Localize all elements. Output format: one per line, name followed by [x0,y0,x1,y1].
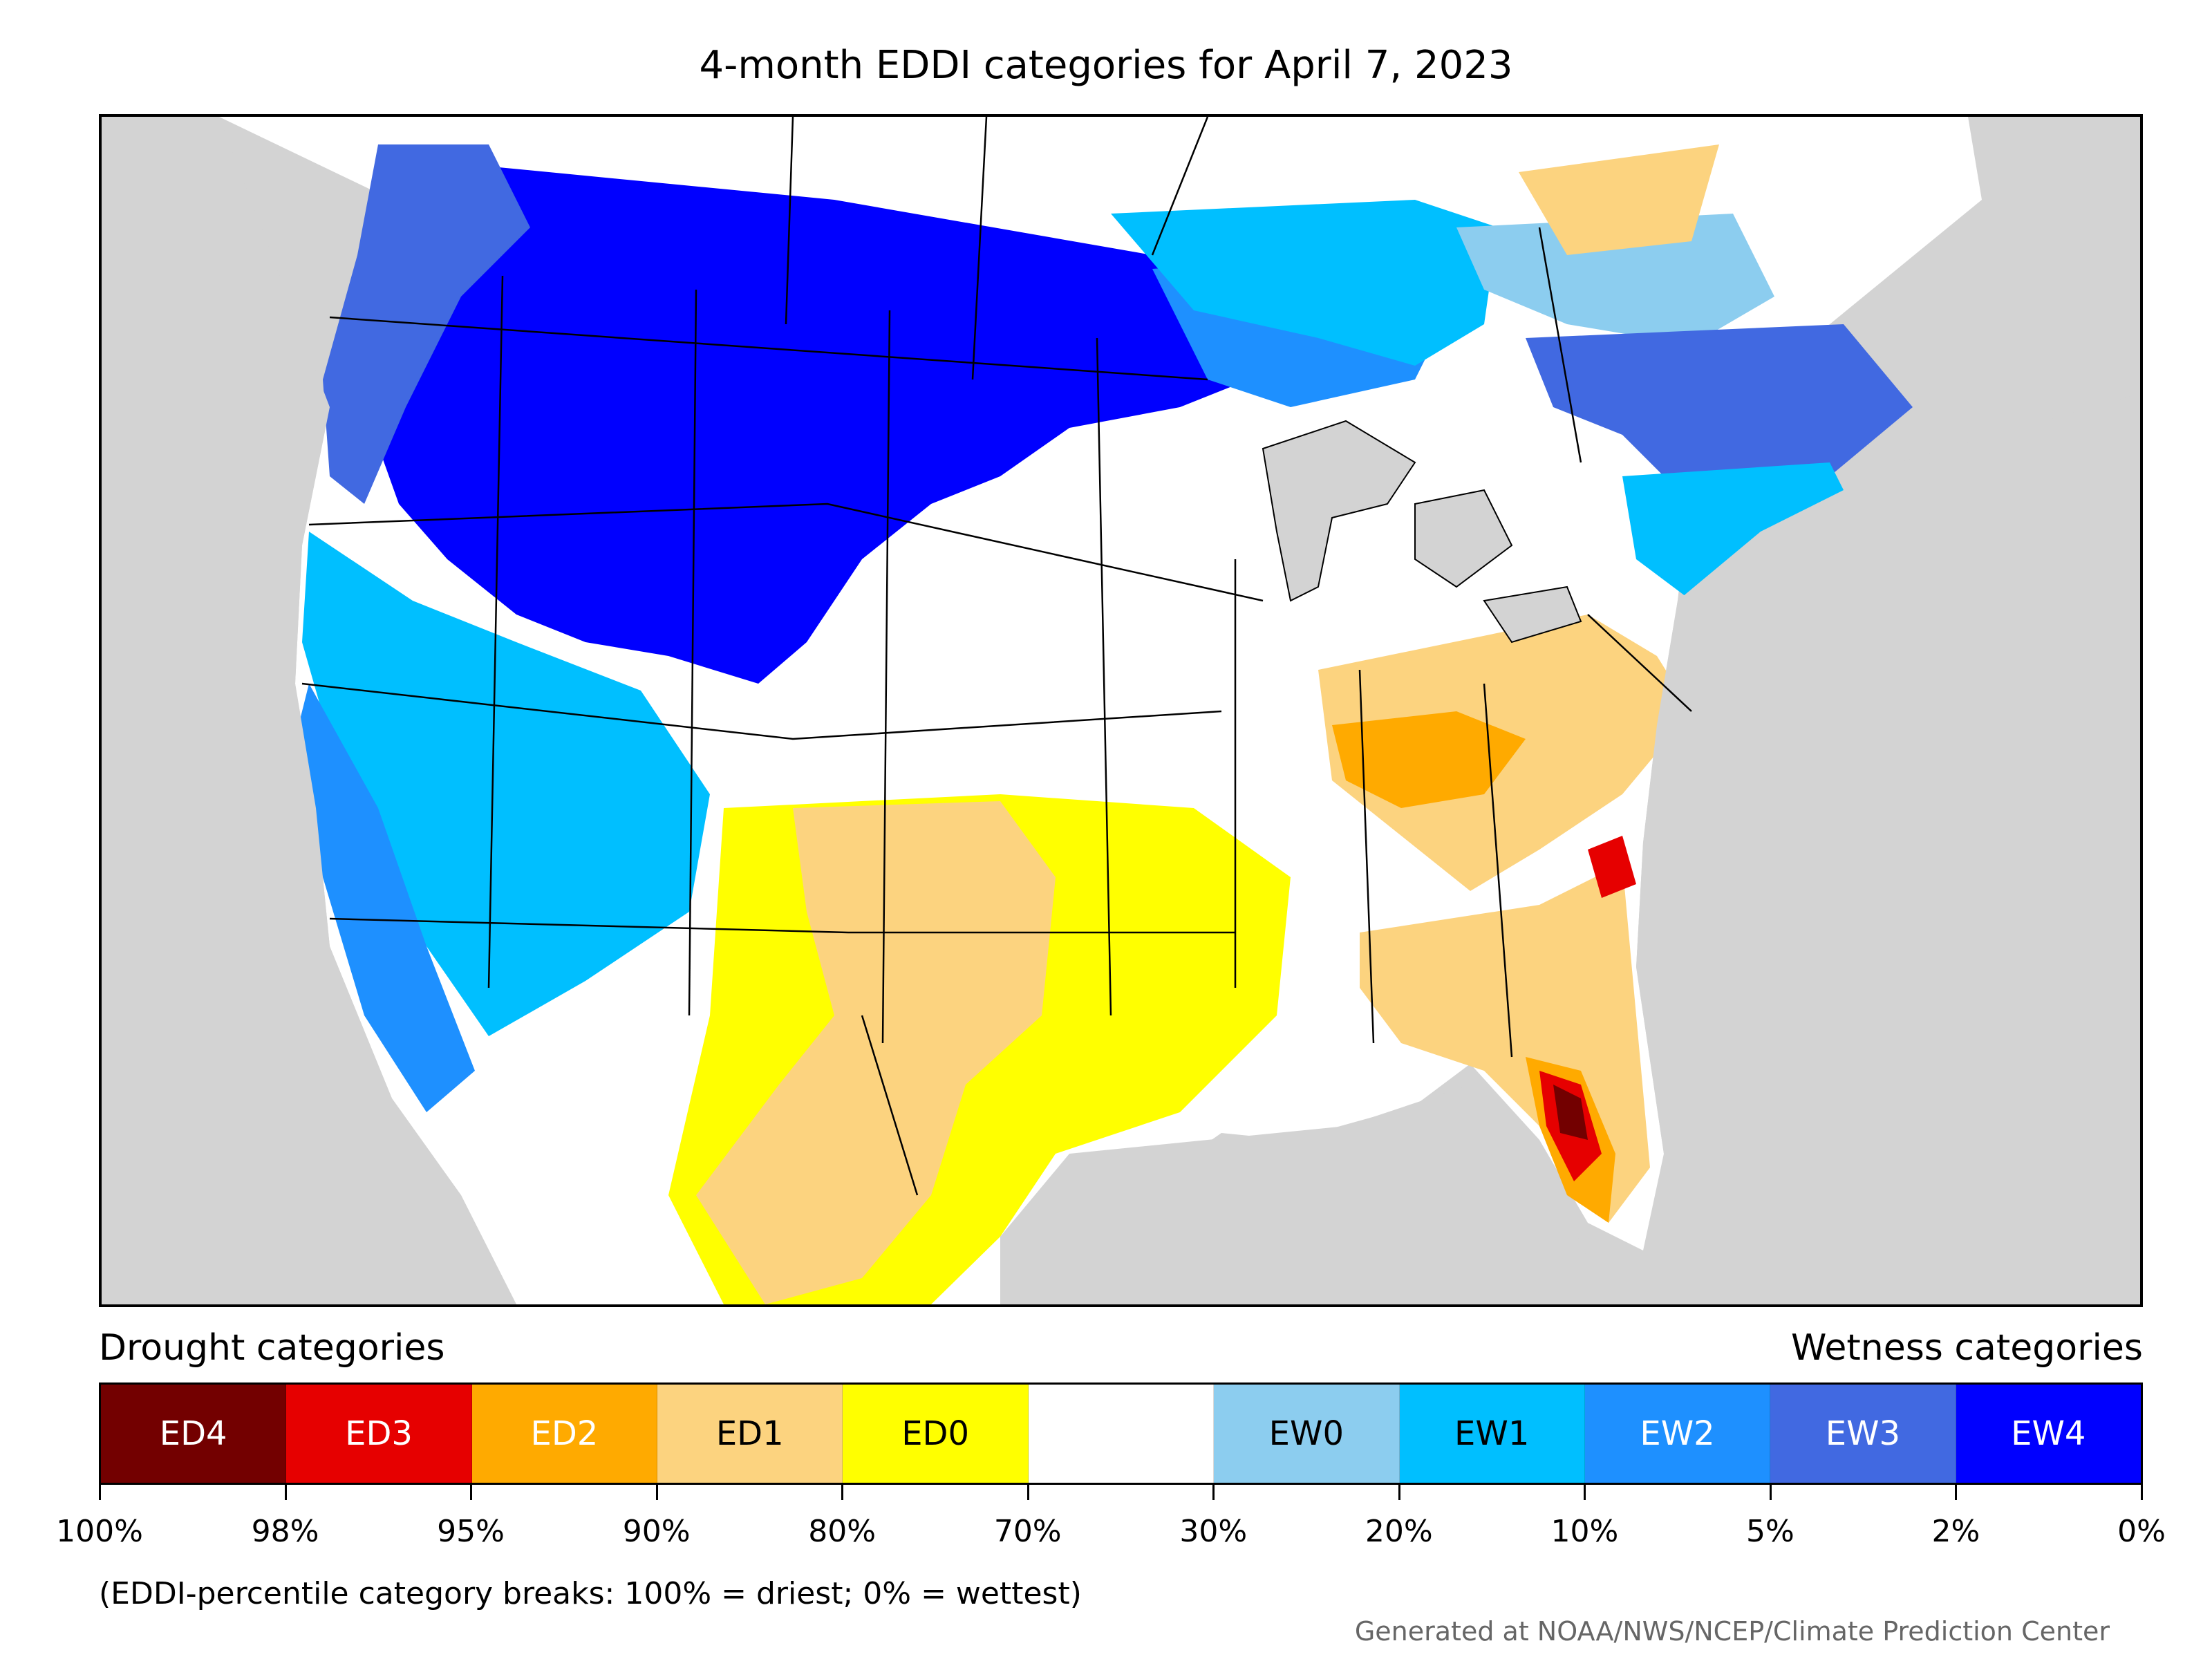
ew1-region-west [302,532,710,1036]
colorbar-tick [284,1485,287,1500]
colorbar-tick-label: 0% [2117,1514,2166,1549]
atlantic-ocean [1636,393,2140,1304]
ed1-region-texas [696,801,1056,1304]
ed4-region-florida [1553,1085,1588,1140]
wetness-heading: Wetness categories [1791,1327,2143,1369]
ew1-region-north [1111,200,1498,366]
colorbar-cell-ew2: EW2 [1584,1385,1771,1483]
colorbar-tick [2141,1485,2143,1500]
colorbar-tick-label: 10% [1550,1514,1619,1549]
colorbar-tick [1398,1485,1400,1500]
colorbar-tick-label: 95% [437,1514,505,1549]
colorbar-cell-ed1: ED1 [657,1385,843,1483]
ed2-region-ohio-valley [1332,711,1526,808]
colorbar-tick-label: 30% [1179,1514,1248,1549]
eddi-map [99,114,2143,1307]
colorbar-cell-ed3: ED3 [286,1385,472,1483]
ed1-region-quebec [1519,144,1719,255]
colorbar-ticks [99,1485,2143,1506]
colorbar-tick-label: 20% [1365,1514,1433,1549]
colorbar-tick-label: 80% [808,1514,877,1549]
colorbar-tick-label: 98% [251,1514,319,1549]
pacific-ocean [102,117,516,1304]
colorbar-tick-label: 90% [622,1514,691,1549]
colorbar-cell-ew0: EW0 [1214,1385,1400,1483]
boundaries [301,117,1692,1196]
colorbar-tick [99,1485,101,1500]
gulf-of-mexico [1000,1085,1609,1304]
colorbar-cell-ew3: EW3 [1770,1385,1956,1483]
colorbar-tick [1769,1485,1772,1500]
credit-line: Generated at NOAA/NWS/NCEP/Climate Predi… [1354,1616,2110,1647]
colorbar-cell-ew4: EW4 [1956,1385,2141,1483]
colorbar-tick [1955,1485,1958,1500]
colorbar-tick-label: 2% [1931,1514,1980,1549]
great-lakes [1262,420,1582,644]
colorbar-tick [655,1485,658,1500]
drought-heading: Drought categories [99,1327,445,1369]
category-note: (EDDI-percentile category breaks: 100% =… [99,1576,1082,1611]
colorbar-tick-label: 5% [1746,1514,1794,1549]
ew2-region-west-coast [295,684,475,1112]
colorbar-tick-label: 70% [993,1514,1062,1549]
ew0-region-north [1456,214,1774,345]
colorbar-tick-label: 100% [56,1514,143,1549]
colorbar-cell-ed0: ED0 [843,1385,1029,1483]
colorbar-tick [1584,1485,1586,1500]
ew4-region [364,158,1249,684]
map-canvas [102,117,2140,1304]
colorbar-tick [1027,1485,1029,1500]
colorbar-tick [1212,1485,1215,1500]
colorbar-cell-normal [1028,1385,1215,1483]
colorbar-cell-ed4: ED4 [101,1385,287,1483]
colorbar-tick [470,1485,473,1500]
ew3-region-ne [1526,324,1913,504]
map-title: 4-month EDDI categories for April 7, 202… [699,43,1513,88]
category-colorbar: ED4 ED3 ED2 ED1 ED0 EW0 EW1 EW2 EW3 EW4 [99,1382,2143,1485]
ed3-region-nc [1588,836,1636,898]
colorbar-cell-ed2: ED2 [471,1385,658,1483]
colorbar-cell-ew1: EW1 [1399,1385,1585,1483]
colorbar-tick [841,1485,844,1500]
